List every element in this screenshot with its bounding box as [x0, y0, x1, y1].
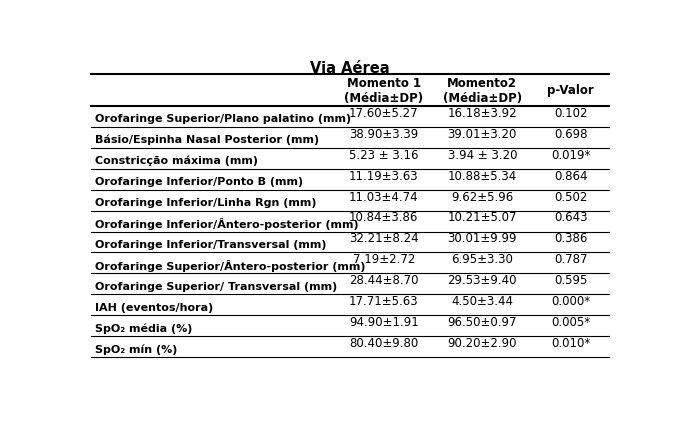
Text: 0.019*: 0.019*	[550, 148, 590, 161]
Text: SpO₂ média (%): SpO₂ média (%)	[95, 322, 193, 333]
Text: 7.19±2.72: 7.19±2.72	[352, 253, 415, 266]
Text: 16.18±3.92: 16.18±3.92	[447, 106, 517, 120]
Text: 38.90±3.39: 38.90±3.39	[349, 127, 419, 140]
Text: 3.94 ± 3.20: 3.94 ± 3.20	[447, 148, 517, 161]
Text: 9.62±5.96: 9.62±5.96	[451, 190, 514, 203]
Text: Básio/Espinha Nasal Posterior (mm): Básio/Espinha Nasal Posterior (mm)	[95, 134, 319, 145]
Text: Orofaringe Inferior/Transversal (mm): Orofaringe Inferior/Transversal (mm)	[95, 239, 326, 249]
Text: Orofaringe Inferior/Linha Rgn (mm): Orofaringe Inferior/Linha Rgn (mm)	[95, 197, 316, 207]
Text: 11.03±4.74: 11.03±4.74	[349, 190, 419, 203]
Text: 0.005*: 0.005*	[551, 315, 590, 328]
Text: Orofaringe Inferior/Ântero-posterior (mm): Orofaringe Inferior/Ântero-posterior (mm…	[95, 217, 359, 229]
Text: 28.44±8.70: 28.44±8.70	[349, 274, 419, 287]
Text: 5.23 ± 3.16: 5.23 ± 3.16	[349, 148, 419, 161]
Text: 0.386: 0.386	[554, 232, 587, 245]
Text: Momento2
(Média±DP): Momento2 (Média±DP)	[443, 77, 522, 105]
Text: 94.90±1.91: 94.90±1.91	[349, 315, 419, 328]
Text: p-Valor: p-Valor	[547, 84, 594, 97]
Text: 29.53±9.40: 29.53±9.40	[447, 274, 517, 287]
Text: 10.84±3.86: 10.84±3.86	[349, 211, 419, 224]
Text: Via Aérea: Via Aérea	[310, 61, 390, 76]
Text: Orofaringe Superior/Ântero-posterior (mm): Orofaringe Superior/Ântero-posterior (mm…	[95, 259, 365, 271]
Text: 0.010*: 0.010*	[551, 336, 590, 350]
Text: 30.01±9.99: 30.01±9.99	[447, 232, 517, 245]
Text: 0.595: 0.595	[554, 274, 587, 287]
Text: 0.698: 0.698	[554, 127, 587, 140]
Text: 6.95±3.30: 6.95±3.30	[451, 253, 513, 266]
Text: 80.40±9.80: 80.40±9.80	[349, 336, 419, 350]
Text: 4.50±3.44: 4.50±3.44	[451, 295, 514, 307]
Text: 0.502: 0.502	[554, 190, 587, 203]
Text: 0.102: 0.102	[554, 106, 587, 120]
Text: Orofaringe Superior/Plano palatino (mm): Orofaringe Superior/Plano palatino (mm)	[95, 114, 351, 124]
Text: SpO₂ mín (%): SpO₂ mín (%)	[95, 343, 178, 354]
Text: 0.787: 0.787	[554, 253, 587, 266]
Text: Orofaringe Inferior/Ponto B (mm): Orofaringe Inferior/Ponto B (mm)	[95, 177, 303, 187]
Text: 0.643: 0.643	[554, 211, 587, 224]
Text: 90.20±2.90: 90.20±2.90	[447, 336, 517, 350]
Text: 11.19±3.63: 11.19±3.63	[349, 169, 419, 182]
Text: 10.21±5.07: 10.21±5.07	[447, 211, 517, 224]
Text: 17.60±5.27: 17.60±5.27	[349, 106, 419, 120]
Text: 0.864: 0.864	[554, 169, 587, 182]
Text: 10.88±5.34: 10.88±5.34	[447, 169, 517, 182]
Text: 32.21±8.24: 32.21±8.24	[349, 232, 419, 245]
Text: Momento 1
(Média±DP): Momento 1 (Média±DP)	[344, 77, 423, 105]
Text: 96.50±0.97: 96.50±0.97	[447, 315, 517, 328]
Text: IAH (eventos/hora): IAH (eventos/hora)	[95, 302, 213, 312]
Text: 39.01±3.20: 39.01±3.20	[447, 127, 517, 140]
Text: Constricção máxima (mm): Constricção máxima (mm)	[95, 155, 258, 166]
Text: 0.000*: 0.000*	[551, 295, 590, 307]
Text: 17.71±5.63: 17.71±5.63	[349, 295, 419, 307]
Text: Orofaringe Superior/ Transversal (mm): Orofaringe Superior/ Transversal (mm)	[95, 281, 337, 291]
